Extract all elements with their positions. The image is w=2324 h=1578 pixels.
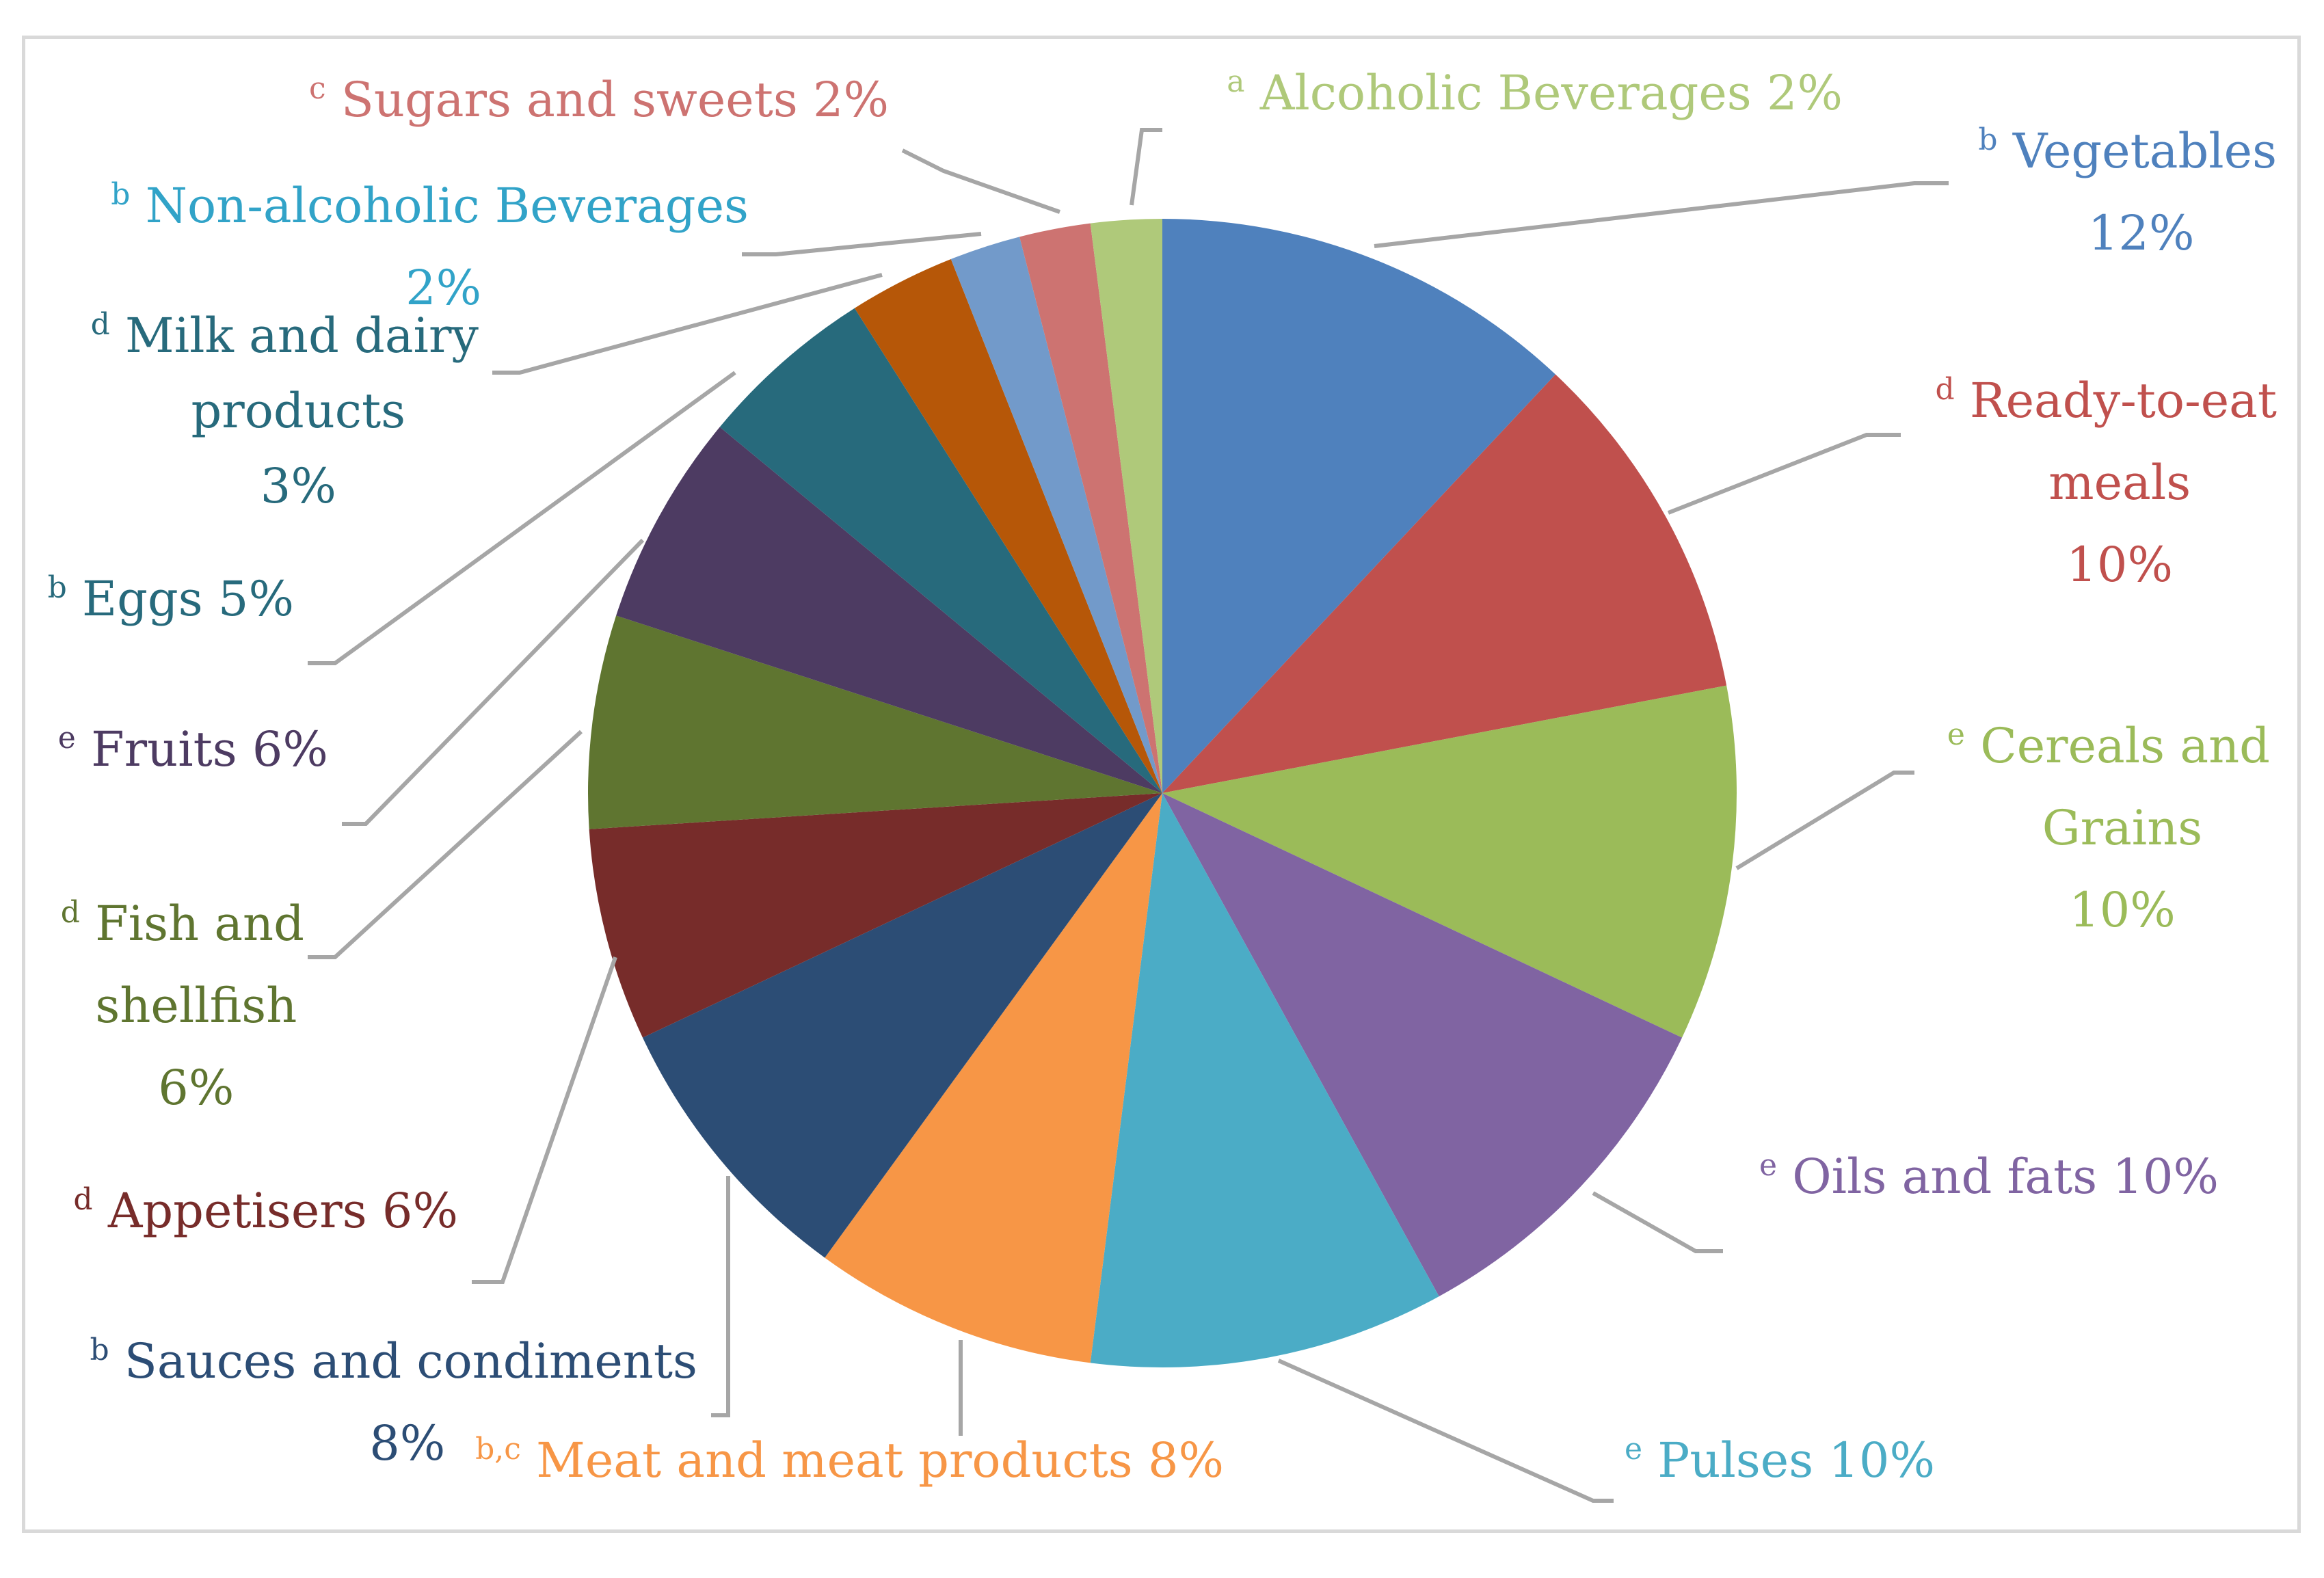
label-text-non-alcoholic-beverages: b Non-alcoholic Beverages	[111, 177, 749, 234]
leader-line-fish-and-shellfish	[308, 730, 583, 959]
label-superscript: b	[1978, 122, 1997, 157]
label-text-milk-and-dairy-products: d Milk and dairy	[91, 307, 479, 364]
label-cereals-and-grains: e Cereals and Grains 10%	[1947, 717, 2270, 938]
label-text-ready-to-eat-meals: d Ready-to-eat	[1936, 372, 2278, 429]
pie-slice-eggs	[719, 308, 1162, 793]
leader-line-oils-and-fats	[1592, 1191, 1723, 1253]
label-text-sugars-and-sweets: c Sugars and sweets 2%	[309, 71, 889, 128]
label-superscript: b	[111, 177, 130, 212]
label-eggs: b Eggs 5%	[48, 570, 294, 627]
pie-slice-sauces-and-condiments	[642, 793, 1162, 1258]
label-superscript: e	[1625, 1432, 1642, 1467]
leader-line-sauces-and-condiments	[711, 1176, 730, 1417]
label-superscript: b	[90, 1333, 109, 1367]
label-sugars-and-sweets: c Sugars and sweets 2%	[309, 71, 889, 128]
label-superscript: e	[1759, 1148, 1777, 1183]
pie-slice-appetisers	[589, 793, 1162, 1038]
label-text-pulses: e Pulses 10%	[1625, 1432, 1935, 1488]
label-text-meat-and-meat-products: b,c Meat and meat products 8%	[475, 1432, 1224, 1488]
label-superscript: d	[91, 307, 110, 342]
label-meat-and-meat-products: b,c Meat and meat products 8%	[475, 1432, 1224, 1488]
label-alcoholic-beverages: a Alcoholic Beverages 2%	[1227, 64, 1843, 121]
pie-slices	[588, 219, 1737, 1368]
label-text-fish-and-shellfish: d Fish and	[61, 895, 304, 952]
leader-line-appetisers	[472, 957, 617, 1284]
pie-slice-vegetables	[1162, 219, 1556, 793]
pie-slice-ready-to-eat-meals	[1162, 374, 1727, 793]
leader-line-ready-to-eat-meals	[1667, 433, 1901, 515]
label-text-line-milk-and-dairy-products: 3%	[261, 458, 336, 514]
leader-line-sugars-and-sweets	[901, 148, 1060, 214]
label-text-line-milk-and-dairy-products: products	[191, 383, 406, 439]
leader-line-pulses	[1277, 1359, 1614, 1503]
label-text-line-ready-to-eat-meals: 10%	[2066, 537, 2173, 593]
pie-slice-sugars-and-sweets	[1019, 223, 1162, 793]
label-text-sauces-and-condiments: b Sauces and condiments	[90, 1333, 697, 1389]
label-text-line-non-alcoholic-beverages: 2%	[405, 260, 481, 316]
label-pulses: e Pulses 10%	[1625, 1432, 1935, 1488]
label-superscript: e	[1947, 717, 1965, 752]
label-superscript: e	[58, 721, 76, 755]
label-text-alcoholic-beverages: a Alcoholic Beverages 2%	[1227, 64, 1843, 121]
label-text-cereals-and-grains: e Cereals and	[1947, 717, 2270, 774]
label-appetisers: d Appetisers 6%	[73, 1182, 458, 1239]
leader-line-vegetables	[1374, 181, 1949, 248]
label-fruits: e Fruits 6%	[58, 721, 328, 777]
label-ready-to-eat-meals: d Ready-to-eat meals 10%	[1936, 372, 2278, 593]
pie-slice-alcoholic-beverages	[1090, 219, 1162, 793]
label-superscript: d	[73, 1182, 92, 1217]
leader-line-non-alcoholic-beverages	[742, 232, 982, 256]
label-non-alcoholic-beverages: b Non-alcoholic Beverages 2%	[111, 177, 749, 316]
leader-line-milk-and-dairy-products	[492, 273, 883, 375]
label-text-eggs: b Eggs 5%	[48, 570, 294, 627]
leader-line-eggs	[308, 371, 736, 665]
label-text-line-vegetables: 12%	[2088, 205, 2195, 261]
label-sauces-and-condiments: b Sauces and condiments 8%	[90, 1333, 697, 1471]
label-text-line-cereals-and-grains: Grains	[2042, 800, 2203, 856]
label-text-line-ready-to-eat-meals: meals	[2048, 455, 2191, 511]
chart-frame	[22, 36, 2301, 1533]
pie-slice-meat-and-meat-products	[825, 793, 1162, 1363]
label-superscript: c	[309, 71, 326, 106]
pie-slice-oils-and-fats	[1162, 793, 1683, 1297]
pie-slice-fruits	[616, 427, 1162, 793]
label-vegetables: b Vegetables 12%	[1978, 122, 2277, 261]
label-fish-and-shellfish: d Fish and shellfish 6%	[61, 895, 304, 1116]
leader-line-alcoholic-beverages	[1130, 128, 1162, 206]
label-superscript: b	[48, 570, 67, 605]
label-oils-and-fats: e Oils and fats 10%	[1759, 1148, 2219, 1205]
label-text-oils-and-fats: e Oils and fats 10%	[1759, 1148, 2219, 1205]
pie-slice-fish-and-shellfish	[588, 615, 1162, 829]
pie-slice-non-alcoholic-beverages	[950, 237, 1162, 793]
leader-lines	[308, 128, 1949, 1503]
leader-line-fruits	[342, 538, 645, 826]
pie-slice-cereals-and-grains	[1162, 685, 1737, 1038]
label-superscript: a	[1227, 64, 1244, 99]
label-text-line-fish-and-shellfish: 6%	[158, 1060, 234, 1116]
leader-line-cereals-and-grains	[1735, 771, 1914, 870]
pie-slice-pulses	[1090, 793, 1439, 1368]
label-text-appetisers: d Appetisers 6%	[73, 1182, 458, 1239]
label-text-line-fish-and-shellfish: shellfish	[95, 978, 297, 1034]
pie-slice-milk-and-dairy-products	[854, 258, 1162, 793]
label-superscript: d	[1936, 372, 1955, 407]
label-text-fruits: e Fruits 6%	[58, 721, 328, 777]
label-text-line-cereals-and-grains: 10%	[2069, 882, 2176, 938]
label-text-line-sauces-and-condiments: 8%	[369, 1415, 445, 1471]
label-milk-and-dairy-products: d Milk and dairy products 3%	[91, 307, 479, 514]
label-text-vegetables: b Vegetables	[1978, 122, 2277, 179]
label-superscript: d	[61, 895, 80, 930]
label-superscript: b,c	[475, 1432, 521, 1467]
